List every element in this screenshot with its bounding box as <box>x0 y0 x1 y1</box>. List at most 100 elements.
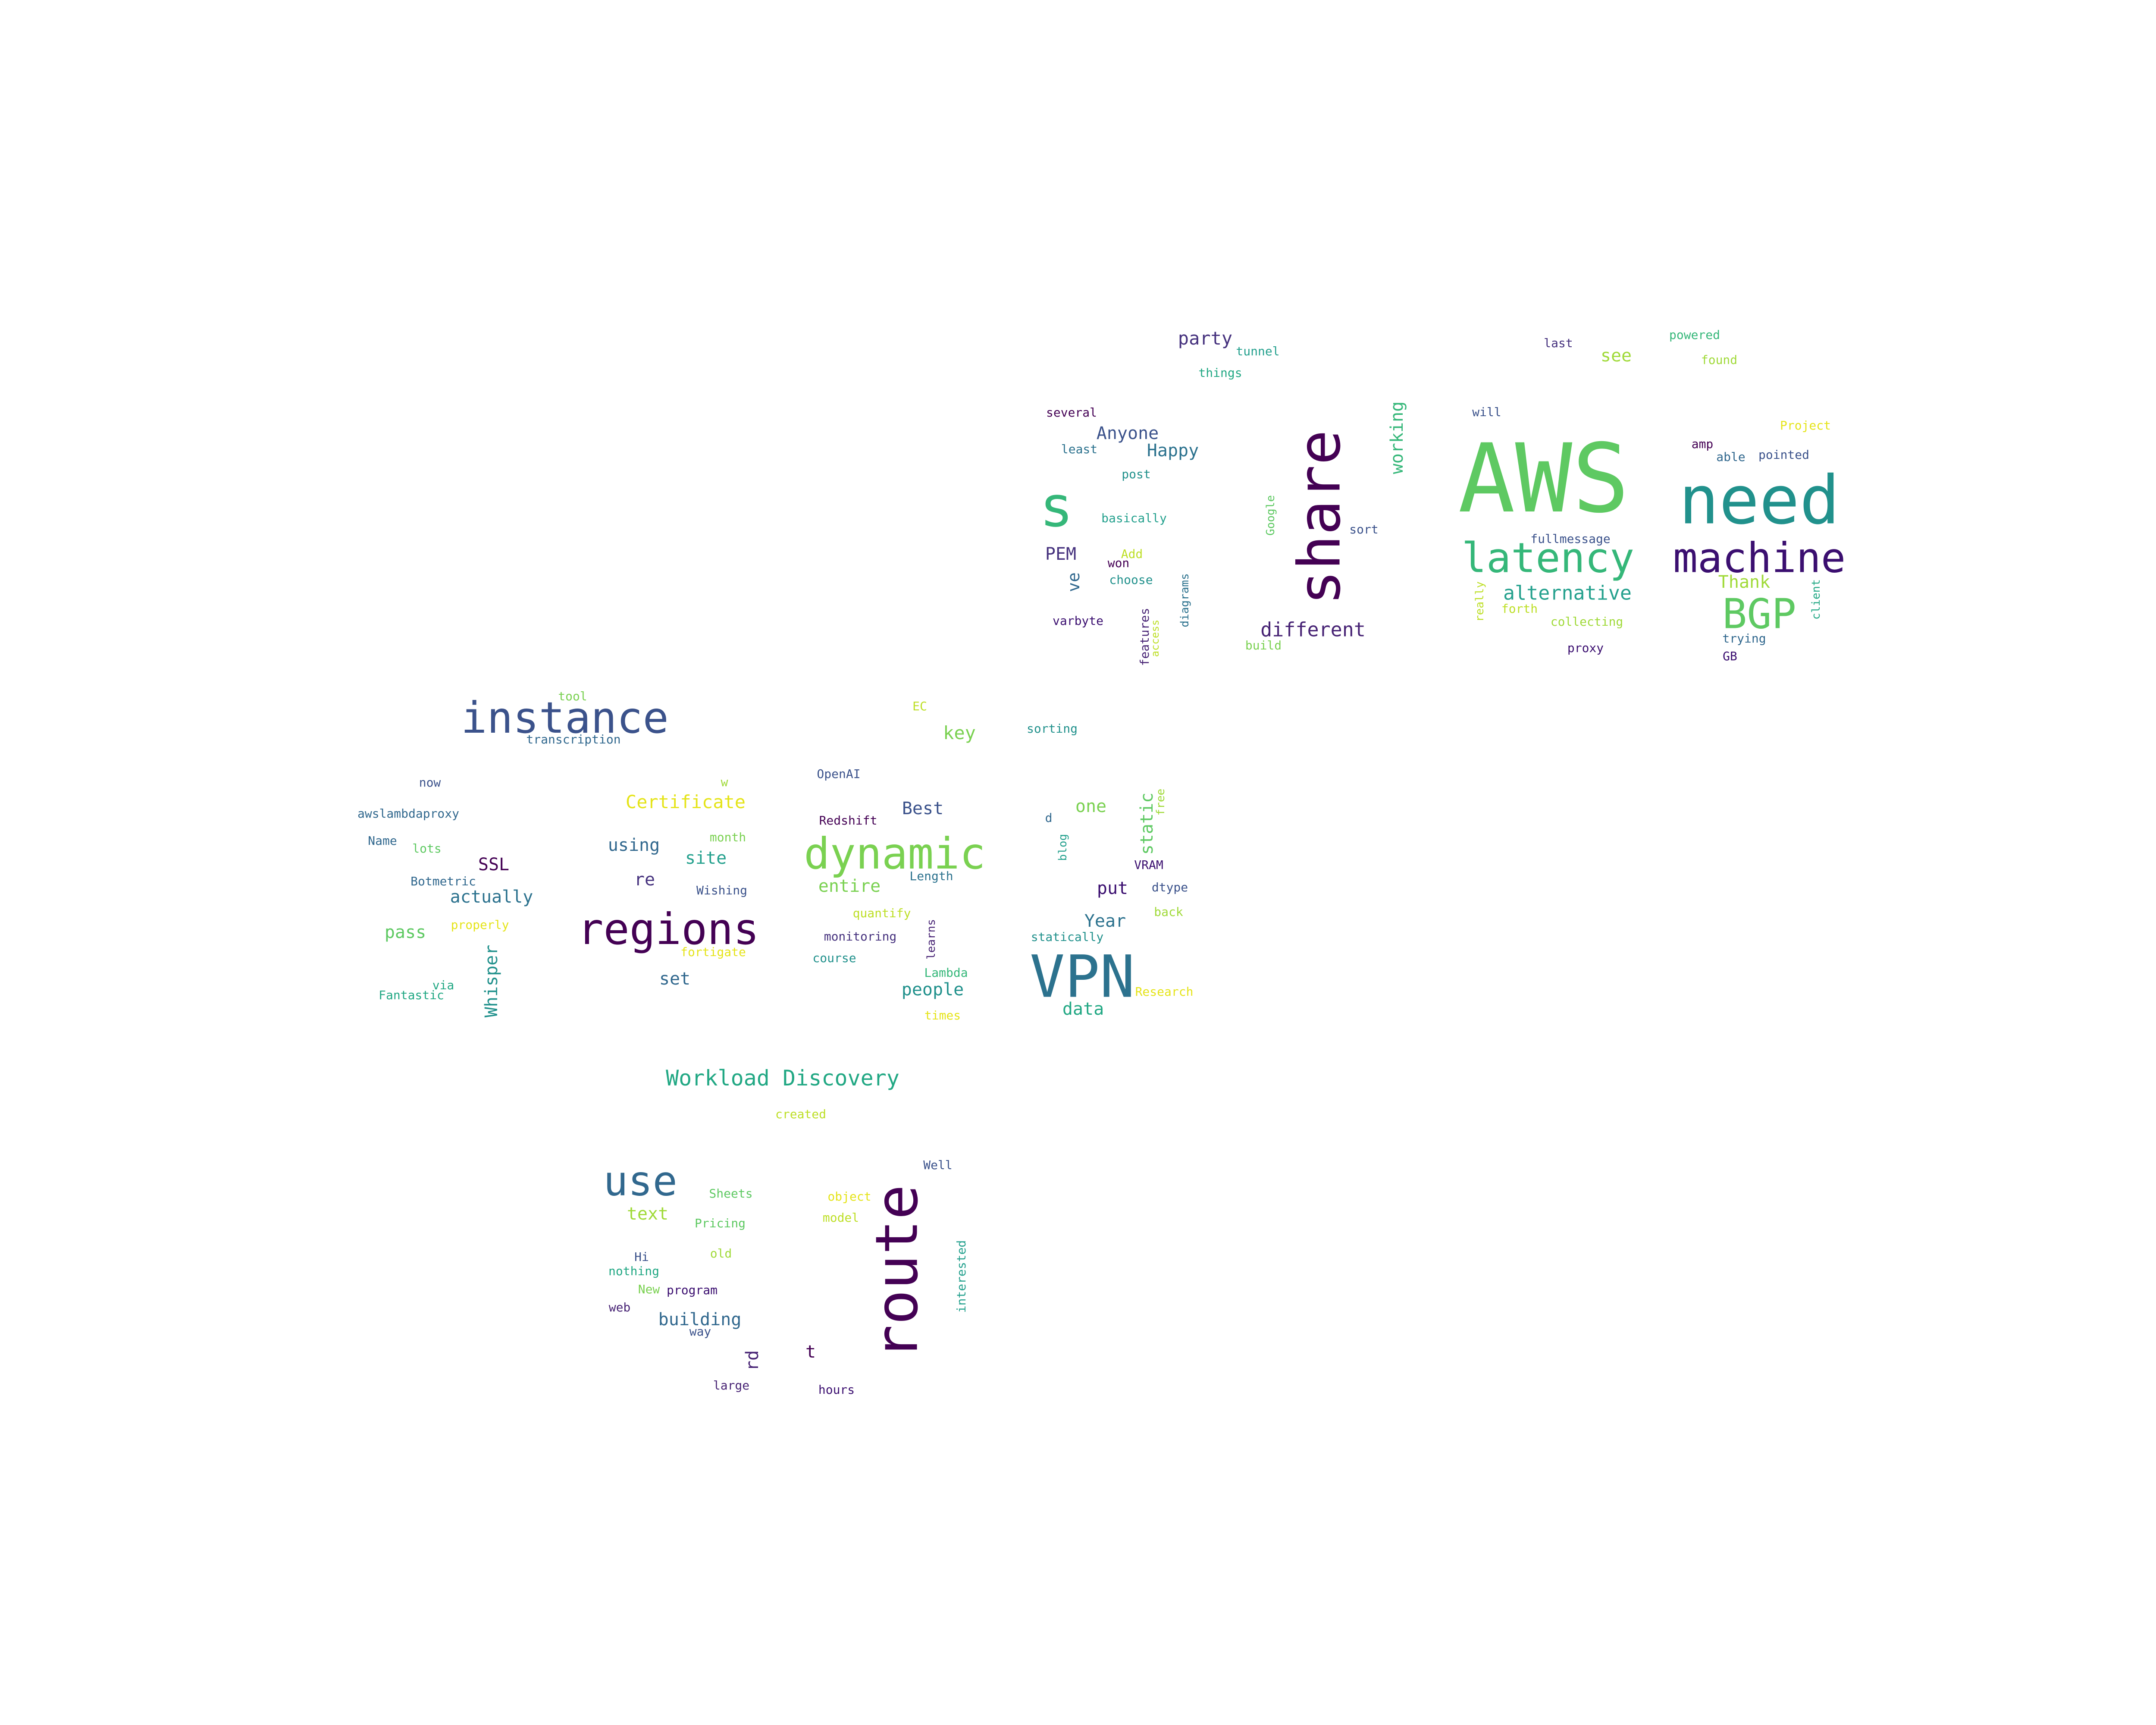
cloud-word: powered <box>1669 328 1720 342</box>
cloud-word: Workload Discovery <box>666 1066 899 1091</box>
cloud-word: lots <box>412 841 442 856</box>
cloud-word: varbyte <box>1052 614 1104 628</box>
cloud-word: way <box>689 1324 711 1339</box>
cloud-word: times <box>924 1008 961 1022</box>
cloud-word: w <box>721 775 728 789</box>
cloud-word: using <box>608 835 660 855</box>
cloud-word: share <box>1285 430 1354 605</box>
cloud-word: basically <box>1101 511 1167 525</box>
cloud-word: different <box>1260 618 1366 641</box>
cloud-word: actually <box>450 887 533 907</box>
cloud-word: VPN <box>1030 943 1135 1011</box>
cloud-word: monitoring <box>824 929 897 944</box>
cloud-word: things <box>1198 366 1242 380</box>
cloud-word: pointed <box>1758 448 1810 462</box>
cloud-word: pass <box>384 922 426 942</box>
cloud-word: quantify <box>852 906 911 920</box>
cloud-word: old <box>710 1246 732 1261</box>
cloud-word: course <box>812 951 856 965</box>
cloud-word: now <box>419 775 441 790</box>
cloud-word: trying <box>1722 631 1766 646</box>
cloud-word: Wishing <box>696 883 748 897</box>
cloud-word: Anyone <box>1096 423 1159 443</box>
cloud-word: working <box>1387 401 1407 474</box>
cloud-word: model <box>822 1211 859 1225</box>
cloud-word: EC <box>912 699 927 713</box>
cloud-word: ve <box>1064 572 1083 592</box>
cloud-word: via <box>432 978 454 992</box>
cloud-word: will <box>1472 405 1501 419</box>
cloud-word: Lambda <box>924 966 968 980</box>
cloud-word: Whisper <box>482 944 501 1018</box>
cloud-word: web <box>608 1300 631 1314</box>
cloud-word: collecting <box>1550 615 1623 629</box>
cloud-word: static <box>1137 792 1157 855</box>
cloud-word: site <box>685 848 727 868</box>
cloud-word: SSL <box>478 855 510 875</box>
cloud-word: back <box>1154 905 1183 919</box>
cloud-word: proxy <box>1567 641 1604 655</box>
cloud-word: build <box>1245 638 1282 652</box>
cloud-word: BGP <box>1722 590 1796 638</box>
cloud-word: large <box>713 1378 750 1393</box>
cloud-word: Research <box>1135 985 1194 999</box>
cloud-word: fullmessage <box>1530 532 1611 546</box>
cloud-word: entire <box>818 876 881 896</box>
cloud-word: Sheets <box>709 1186 753 1201</box>
cloud-word: last <box>1544 336 1573 350</box>
cloud-word: Google <box>1264 495 1277 536</box>
cloud-word: regions <box>577 904 759 954</box>
cloud-word: several <box>1046 405 1097 420</box>
cloud-word: re <box>634 870 655 890</box>
cloud-word: Add <box>1121 547 1143 561</box>
cloud-word: interested <box>954 1240 968 1313</box>
cloud-word: use <box>603 1157 677 1205</box>
cloud-word: least <box>1061 442 1098 456</box>
cloud-word: text <box>627 1204 669 1224</box>
cloud-word: hours <box>818 1383 855 1397</box>
cloud-word: tool <box>558 689 587 703</box>
cloud-word: month <box>709 830 746 844</box>
cloud-word: set <box>659 969 691 989</box>
cloud-word: New <box>638 1282 660 1296</box>
cloud-word: learns <box>925 919 938 960</box>
cloud-word: Pricing <box>694 1216 746 1230</box>
cloud-word: program <box>666 1283 718 1297</box>
cloud-word: really <box>1473 581 1486 622</box>
cloud-word: Hi <box>634 1250 649 1264</box>
cloud-word: put <box>1097 878 1128 898</box>
cloud-word: created <box>775 1107 827 1121</box>
cloud-word: one <box>1075 797 1107 816</box>
cloud-word: sort <box>1349 522 1379 536</box>
cloud-word: route <box>863 1184 931 1360</box>
cloud-word: rd <box>743 1350 762 1371</box>
cloud-word: won <box>1107 556 1130 570</box>
cloud-word: diagrams <box>1178 573 1191 627</box>
cloud-word: party <box>1178 328 1233 349</box>
cloud-word: fortigate <box>680 945 746 959</box>
cloud-word: Botmetric <box>411 874 476 888</box>
cloud-word: sorting <box>1026 721 1078 736</box>
cloud-word: VRAM <box>1134 858 1163 872</box>
cloud-word: Fantastic <box>379 988 444 1002</box>
cloud-word: found <box>1701 353 1738 367</box>
cloud-word: tunnel <box>1236 344 1280 358</box>
cloud-word: dynamic <box>804 828 986 879</box>
cloud-word: Length <box>909 869 953 883</box>
cloud-word: Project <box>1780 418 1831 433</box>
cloud-word: choose <box>1109 573 1153 587</box>
cloud-word: access <box>1149 619 1161 657</box>
cloud-word: t <box>805 1342 816 1362</box>
cloud-word: see <box>1600 346 1632 366</box>
cloud-word: Year <box>1084 911 1126 931</box>
cloud-word: Well <box>923 1158 953 1172</box>
cloud-word: Name <box>368 834 397 848</box>
cloud-word: dtype <box>1151 880 1188 894</box>
cloud-word: awslambdaproxy <box>357 806 460 821</box>
cloud-word: machine <box>1673 534 1846 582</box>
cloud-word: statically <box>1031 930 1104 944</box>
cloud-word: latency <box>1461 534 1635 582</box>
cloud-word: need <box>1679 461 1840 539</box>
cloud-word: OpenAI <box>817 767 861 781</box>
